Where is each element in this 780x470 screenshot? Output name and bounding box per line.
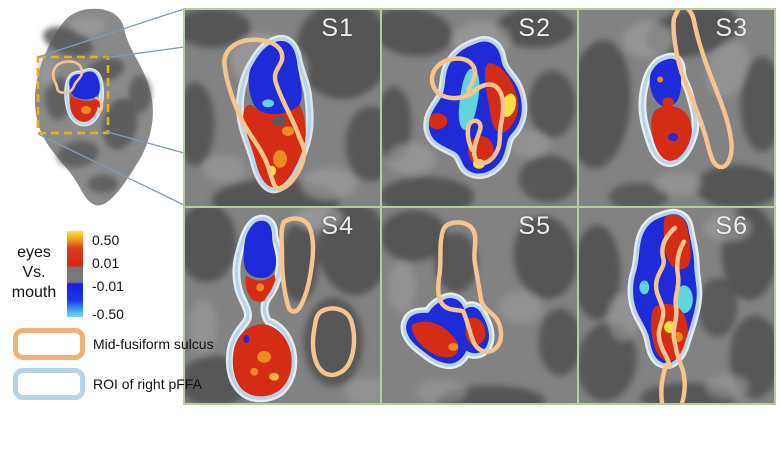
mid-fusiform-sulcus-outline-s3 xyxy=(671,10,734,170)
activation-cluster-s5 xyxy=(400,219,504,369)
mid-fusiform-sulcus-outline-s4-lower xyxy=(310,305,357,377)
colorbar xyxy=(67,231,83,317)
roi-legend-swatch xyxy=(13,368,85,400)
activation-cluster-s6 xyxy=(627,208,703,403)
colorbar-tick: 0.50 xyxy=(92,232,120,248)
cortex-surface-s4 xyxy=(185,207,380,403)
cortex-surface-s5 xyxy=(382,207,577,403)
sulcus-legend-swatch xyxy=(13,328,85,360)
mid-fusiform-sulcus-outline-s1 xyxy=(222,37,307,192)
panel-label-s1: S1 xyxy=(321,14,354,42)
panel-s2: S2 xyxy=(382,10,577,206)
contrast-line-1: eyes xyxy=(17,244,51,261)
pffa-roi-outline-s2 xyxy=(425,38,525,177)
mid-fusiform-sulcus-outline-s6 xyxy=(653,225,687,403)
cortex-surface-s1 xyxy=(185,10,380,206)
roi-legend-label: ROI of right pFFA xyxy=(93,376,202,392)
zoom-region-box xyxy=(36,55,110,135)
colorbar-tick: -0.50 xyxy=(92,306,124,322)
activation-cluster-s4 xyxy=(225,214,357,402)
overview-activation-cluster xyxy=(51,60,104,127)
mid-fusiform-sulcus-outline-s2 xyxy=(429,56,506,166)
panel-s3: S3 xyxy=(579,10,774,206)
cortex-surface-s2 xyxy=(382,10,577,206)
sulcus-legend-label: Mid-fusiform sulcus xyxy=(93,336,214,352)
pffa-roi-outline-s5 xyxy=(402,294,493,367)
mid-fusiform-sulcus-outline-s4-upper xyxy=(279,215,316,314)
activation-cluster-s1 xyxy=(222,34,314,194)
panel-label-s4: S4 xyxy=(321,211,354,240)
panel-s1: S1 xyxy=(185,10,380,206)
brain-overview xyxy=(34,8,153,206)
activation-cluster-s2 xyxy=(423,36,528,180)
contrast-line-3: mouth xyxy=(11,284,57,301)
panel-label-s6: S6 xyxy=(715,211,748,240)
panel-label-s5: S5 xyxy=(518,211,551,240)
panel-label-s2: S2 xyxy=(518,14,551,42)
contrast-line-2: Vs. xyxy=(22,264,46,281)
subject-panel-grid: S1 xyxy=(183,8,776,405)
panel-s5: S5 xyxy=(382,207,577,403)
panel-s4: S4 xyxy=(185,207,380,403)
contrast-label: eyes Vs. mouth xyxy=(4,243,64,303)
colorbar-tick: -0.01 xyxy=(92,278,124,294)
panel-s6: S6 xyxy=(579,207,774,403)
overview-roi-outline xyxy=(65,69,103,126)
cortex-surface-s6 xyxy=(579,207,774,403)
activation-cluster-s3 xyxy=(638,10,734,170)
overview-sulcus-outline xyxy=(51,60,84,95)
panel-label-s3: S3 xyxy=(715,14,748,42)
colorbar-tick: 0.01 xyxy=(92,255,120,271)
mid-fusiform-sulcus-outline-s5 xyxy=(436,219,504,354)
cortex-surface-s3 xyxy=(579,10,774,206)
